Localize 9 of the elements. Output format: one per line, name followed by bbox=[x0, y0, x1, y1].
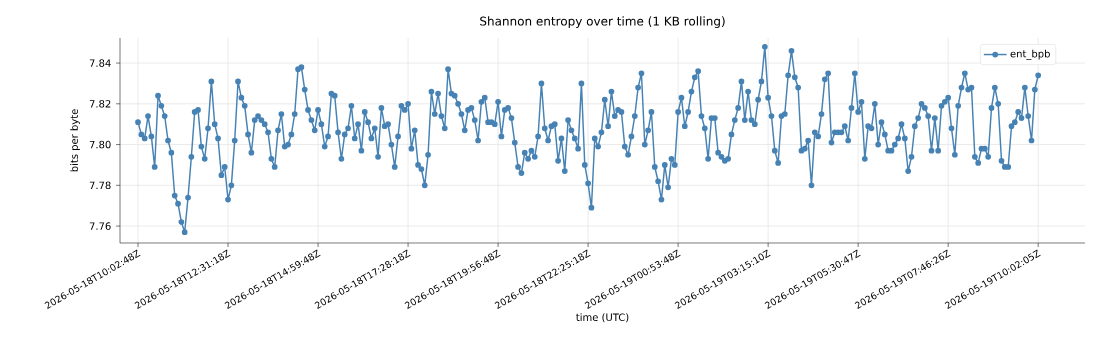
y-tick-label: 7.78 bbox=[89, 181, 111, 190]
y-tick-label: 7.82 bbox=[89, 100, 111, 108]
y-tick-label: 7.84 bbox=[89, 59, 111, 67]
y-tick-label: 7.76 bbox=[89, 222, 111, 230]
legend-label: ent_bpb bbox=[1010, 49, 1050, 60]
y-axis-title: bits per byte bbox=[70, 109, 80, 172]
y-tick-label: 7.80 bbox=[89, 140, 111, 149]
x-axis-title: time (UTC) bbox=[576, 313, 629, 323]
chart-title: Shannon entropy over time (1 KB rolling) bbox=[480, 16, 725, 28]
